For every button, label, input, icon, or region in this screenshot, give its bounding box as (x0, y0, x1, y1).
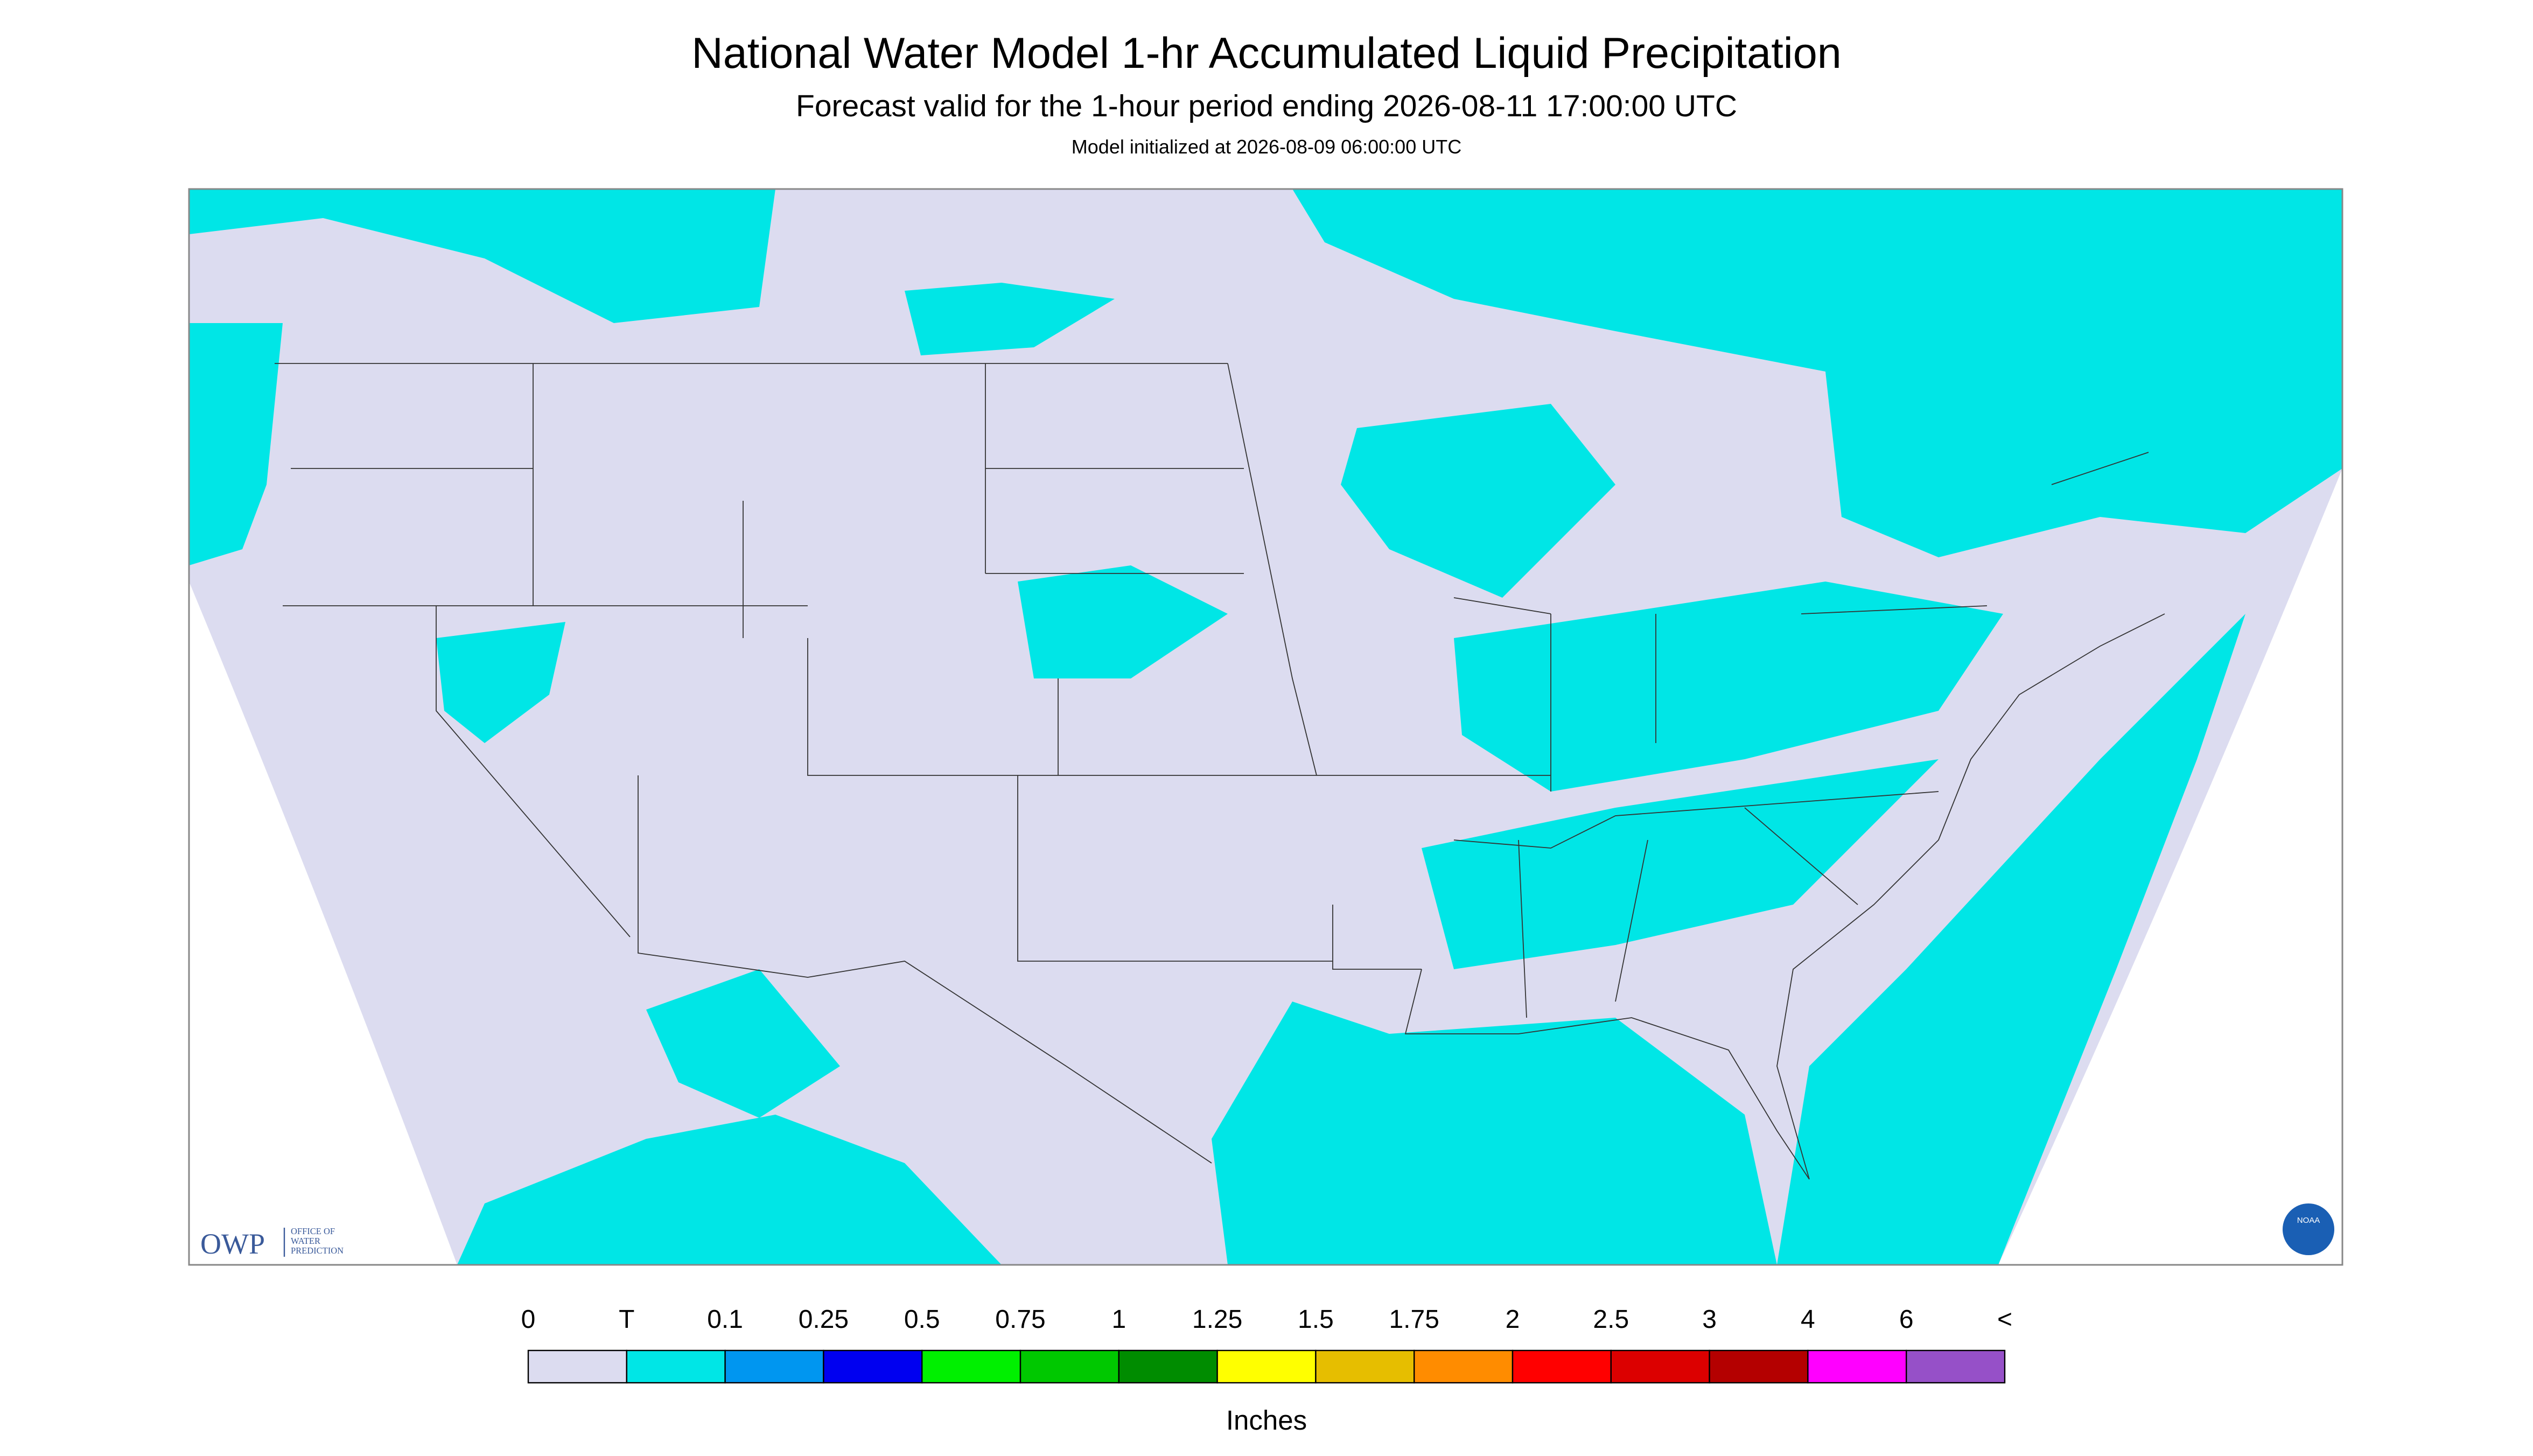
init-note: Model initialized at 2026-08-09 06:00:00… (1072, 136, 1461, 158)
legend-swatch (1807, 1349, 1907, 1384)
legend-label: 3 (1702, 1305, 1717, 1334)
legend-swatch (1610, 1349, 1710, 1384)
legend-swatch (1019, 1349, 1120, 1384)
precip-areas (189, 189, 2342, 1265)
legend-label: 0 (521, 1305, 536, 1334)
legend-label: < (1997, 1305, 2012, 1334)
legend-label: 1.75 (1389, 1305, 1439, 1334)
legend-label: 6 (1899, 1305, 1914, 1334)
legend-swatch (1414, 1349, 1514, 1384)
precip-area (646, 969, 840, 1118)
precip-area (189, 323, 283, 566)
legend-label: 4 (1801, 1305, 1815, 1334)
precip-area (1422, 759, 1939, 970)
precip-area (1777, 614, 2245, 1265)
precip-area (905, 283, 1115, 356)
legend-label: 0.75 (995, 1305, 1045, 1334)
map-panel: OWP OFFICE OF WATER PREDICTION NOAA (188, 188, 2343, 1266)
boundary (275, 363, 1333, 1164)
legend-label: 1.25 (1192, 1305, 1242, 1334)
legend-swatch (1905, 1349, 2006, 1384)
legend-label: 0.1 (707, 1305, 743, 1334)
legend-swatch (823, 1349, 923, 1384)
noaa-logo (2283, 1203, 2334, 1256)
legend-label: 0.5 (904, 1305, 940, 1334)
map-frame (188, 188, 2343, 1266)
map-content (189, 189, 2342, 1265)
legend-swatch (921, 1349, 1021, 1384)
owp-text-line: WATER (291, 1236, 320, 1246)
owp-logo: OWP (200, 1228, 265, 1260)
legend-swatch (1709, 1349, 1809, 1384)
legend-label: 0.25 (799, 1305, 849, 1334)
legend-swatch (724, 1349, 824, 1384)
owp-text-line: PREDICTION (291, 1245, 344, 1256)
legend-label: 1.5 (1298, 1305, 1334, 1334)
legend-swatch (1216, 1349, 1317, 1384)
legend-label: T (619, 1305, 634, 1334)
precip-area (1212, 1002, 1777, 1265)
precip-area (1292, 189, 2342, 558)
coastline (1404, 613, 2165, 1180)
owp-text-line: OFFICE OF (291, 1226, 335, 1236)
precip-area (457, 1115, 1002, 1265)
owp-text: OFFICE OF WATER PREDICTION (291, 1226, 344, 1256)
legend-swatch (1118, 1349, 1218, 1384)
boundary (1317, 452, 2149, 1018)
precip-area (1018, 565, 1228, 679)
boundaries (275, 363, 2165, 1180)
precip-area (189, 189, 775, 324)
title: National Water Model 1-hr Accumulated Li… (691, 29, 1842, 78)
precip-area (436, 622, 565, 744)
legend-label: 2 (1506, 1305, 1520, 1334)
legend-swatch (527, 1349, 628, 1384)
precip-area (1341, 404, 1615, 598)
legend-label: 2.5 (1593, 1305, 1629, 1334)
legend-swatch (1315, 1349, 1415, 1384)
legend-unit: Inches (1226, 1405, 1307, 1436)
subtitle: Forecast valid for the 1-hour period end… (796, 89, 1737, 123)
noaa-logo-text: NOAA (2297, 1216, 2320, 1225)
legend-label: 1 (1111, 1305, 1126, 1334)
legend-swatch (1512, 1349, 1612, 1384)
precip-area (1454, 582, 2003, 792)
legend: 0 T 0.1 0.25 0.5 0.75 1 1.25 1.5 1.75 2 2.5 3 4 6 < (521, 1305, 2012, 1384)
legend-swatch (626, 1349, 726, 1384)
